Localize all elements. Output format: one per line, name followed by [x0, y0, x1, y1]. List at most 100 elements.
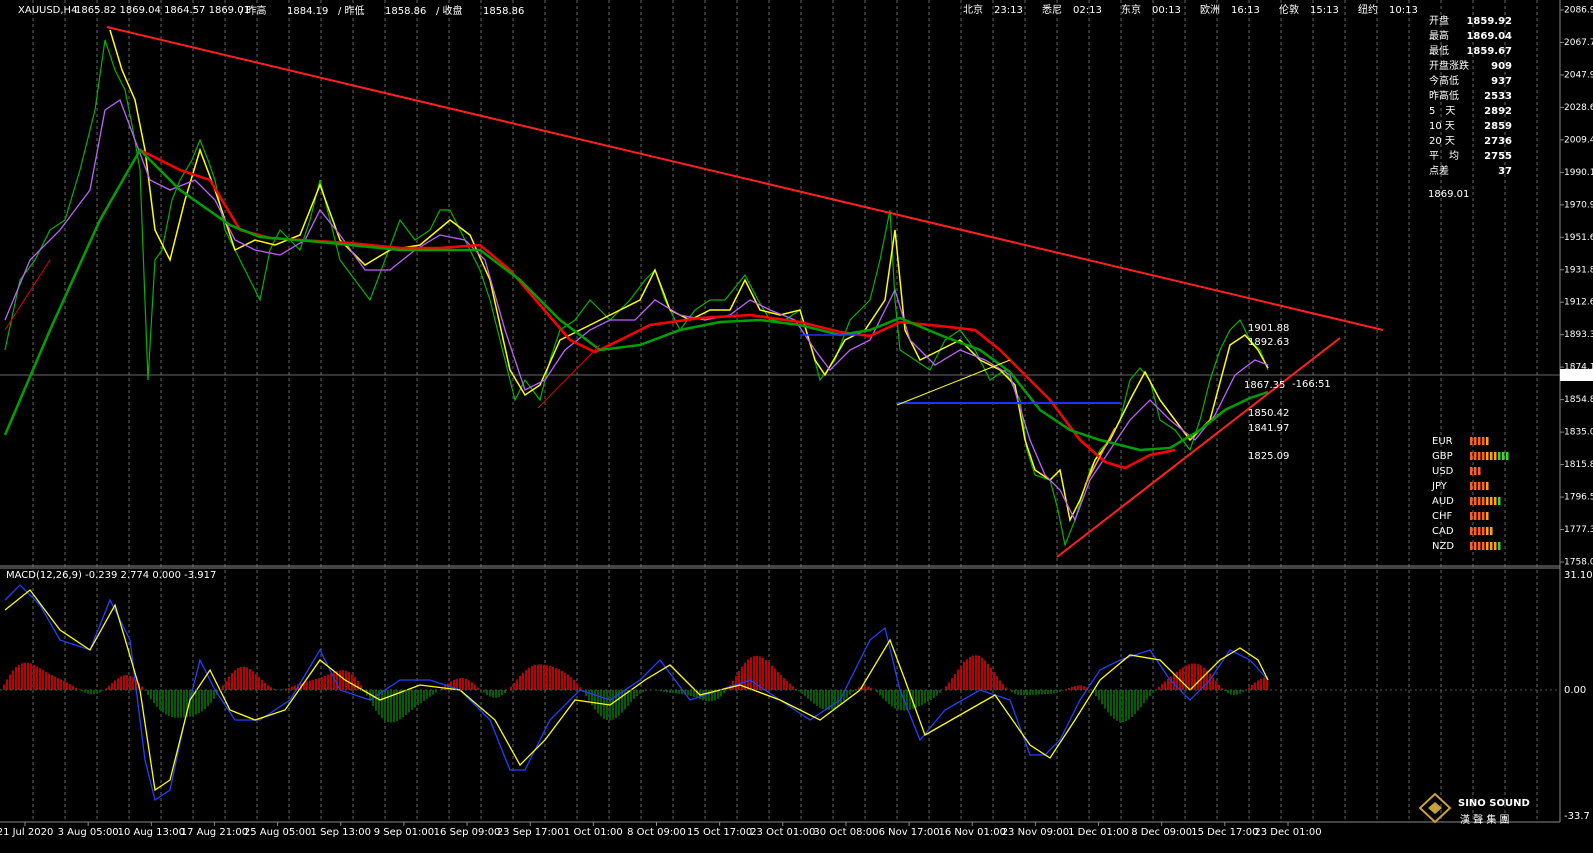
price-tick-label: 1854.85	[1564, 395, 1593, 405]
clock-time: 00:13	[1152, 5, 1181, 16]
trendline	[1056, 337, 1341, 558]
macd-bar	[948, 682, 950, 690]
macd-bar	[513, 683, 515, 690]
macd-bar	[282, 689, 284, 690]
macd-bar	[735, 675, 737, 690]
macd-bar	[561, 670, 563, 690]
macd-bar	[1113, 690, 1115, 719]
macd-bar	[738, 670, 740, 690]
clock-city: 东京	[1121, 3, 1141, 16]
macd-bar	[759, 656, 761, 690]
macd-bar	[1005, 687, 1007, 690]
macd-bar	[849, 690, 851, 695]
macd-bar	[1125, 690, 1127, 722]
macd-bar	[24, 662, 26, 690]
currency: JPY	[1431, 481, 1448, 492]
strength-bar	[1470, 467, 1473, 475]
macd-bar	[1131, 690, 1133, 718]
macd-bar	[222, 685, 224, 690]
macd-bar	[414, 690, 416, 708]
macd-bar	[234, 670, 236, 690]
price-tick-label: 1970.90	[1564, 200, 1593, 210]
macd-bar	[960, 665, 962, 690]
macd-bar	[1236, 690, 1238, 695]
field-value: 1884.19	[287, 6, 328, 17]
macd-bar	[1194, 663, 1196, 690]
info-value: 37	[1498, 166, 1512, 177]
macd-bar	[114, 680, 116, 690]
macd-bar	[669, 690, 671, 693]
info-value: 909	[1491, 61, 1512, 72]
macd-bar	[909, 690, 911, 710]
macd-bar	[906, 690, 908, 711]
macd-bar	[81, 690, 83, 692]
strength-bar	[1482, 497, 1485, 505]
macd-bar	[822, 690, 824, 710]
strength-bar	[1506, 452, 1509, 460]
macd-bar	[672, 690, 674, 694]
macd-bar	[108, 685, 110, 690]
strength-bar	[1474, 437, 1477, 445]
macd-bar	[867, 686, 869, 690]
price-tick-label: 1796.55	[1564, 493, 1593, 503]
macd-axis-label: 0.00	[1564, 685, 1586, 696]
macd-bar	[1197, 664, 1199, 690]
macd-bar	[870, 687, 872, 690]
strength-bar	[1470, 452, 1473, 460]
macd-bar	[612, 690, 614, 720]
date-tick-label: 23 Nov 09:00	[1002, 827, 1069, 838]
macd-bar	[807, 690, 809, 699]
macd-bar	[792, 686, 794, 690]
strength-bar	[1478, 467, 1481, 475]
price-tick-label: 2086.95	[1564, 6, 1593, 16]
macd-bar	[294, 685, 296, 690]
macd-bar	[231, 673, 233, 690]
macd-bar	[894, 690, 896, 709]
macd-bar	[498, 690, 500, 697]
macd-bar	[546, 665, 548, 690]
macd-bar	[1002, 684, 1004, 690]
macd-bar	[240, 666, 242, 690]
macd-bar	[843, 690, 845, 701]
macd-bar	[45, 671, 47, 690]
macd-bar	[594, 690, 596, 710]
macd-bar	[117, 678, 119, 690]
macd-bar	[1149, 690, 1151, 697]
macd-bar	[1041, 690, 1043, 695]
macd-bar	[165, 690, 167, 715]
macd-bar	[267, 685, 269, 690]
last-price: 1869.01	[1428, 189, 1469, 200]
macd-bar	[771, 665, 773, 690]
macd-bar	[378, 690, 380, 715]
macd-bar	[123, 675, 125, 690]
macd-bar	[246, 667, 248, 690]
date-tick-label: 1 Oct 01:00	[564, 827, 623, 838]
macd-bar	[534, 665, 536, 690]
macd-bar	[753, 656, 755, 690]
macd-bar	[1098, 690, 1100, 701]
macd-bar	[1020, 690, 1022, 696]
macd-bar	[93, 690, 95, 695]
macd-bar	[159, 690, 161, 710]
macd-bar	[156, 690, 158, 707]
macd-bar	[303, 682, 305, 690]
macd-bar	[1215, 681, 1217, 690]
macd-bar	[483, 690, 485, 693]
macd-bar	[624, 690, 626, 710]
macd-bar	[447, 683, 449, 690]
macd-bar	[1038, 690, 1040, 695]
macd-bar	[972, 655, 974, 690]
currency: EUR	[1432, 436, 1453, 447]
macd-bar	[789, 683, 791, 690]
current-price-label: 1869.01	[1564, 370, 1593, 381]
macd-bar	[1248, 687, 1250, 690]
trendline	[106, 26, 1384, 331]
macd-bar	[243, 666, 245, 690]
macd-bar	[576, 683, 578, 690]
macd-bar	[330, 673, 332, 690]
strength-bar	[1474, 542, 1477, 550]
macd-bar	[1140, 690, 1142, 707]
info-value: 2892	[1484, 106, 1512, 117]
macd-label: MACD(12,26,9) -0.239 2.774 0.000 -3.917	[6, 570, 216, 581]
